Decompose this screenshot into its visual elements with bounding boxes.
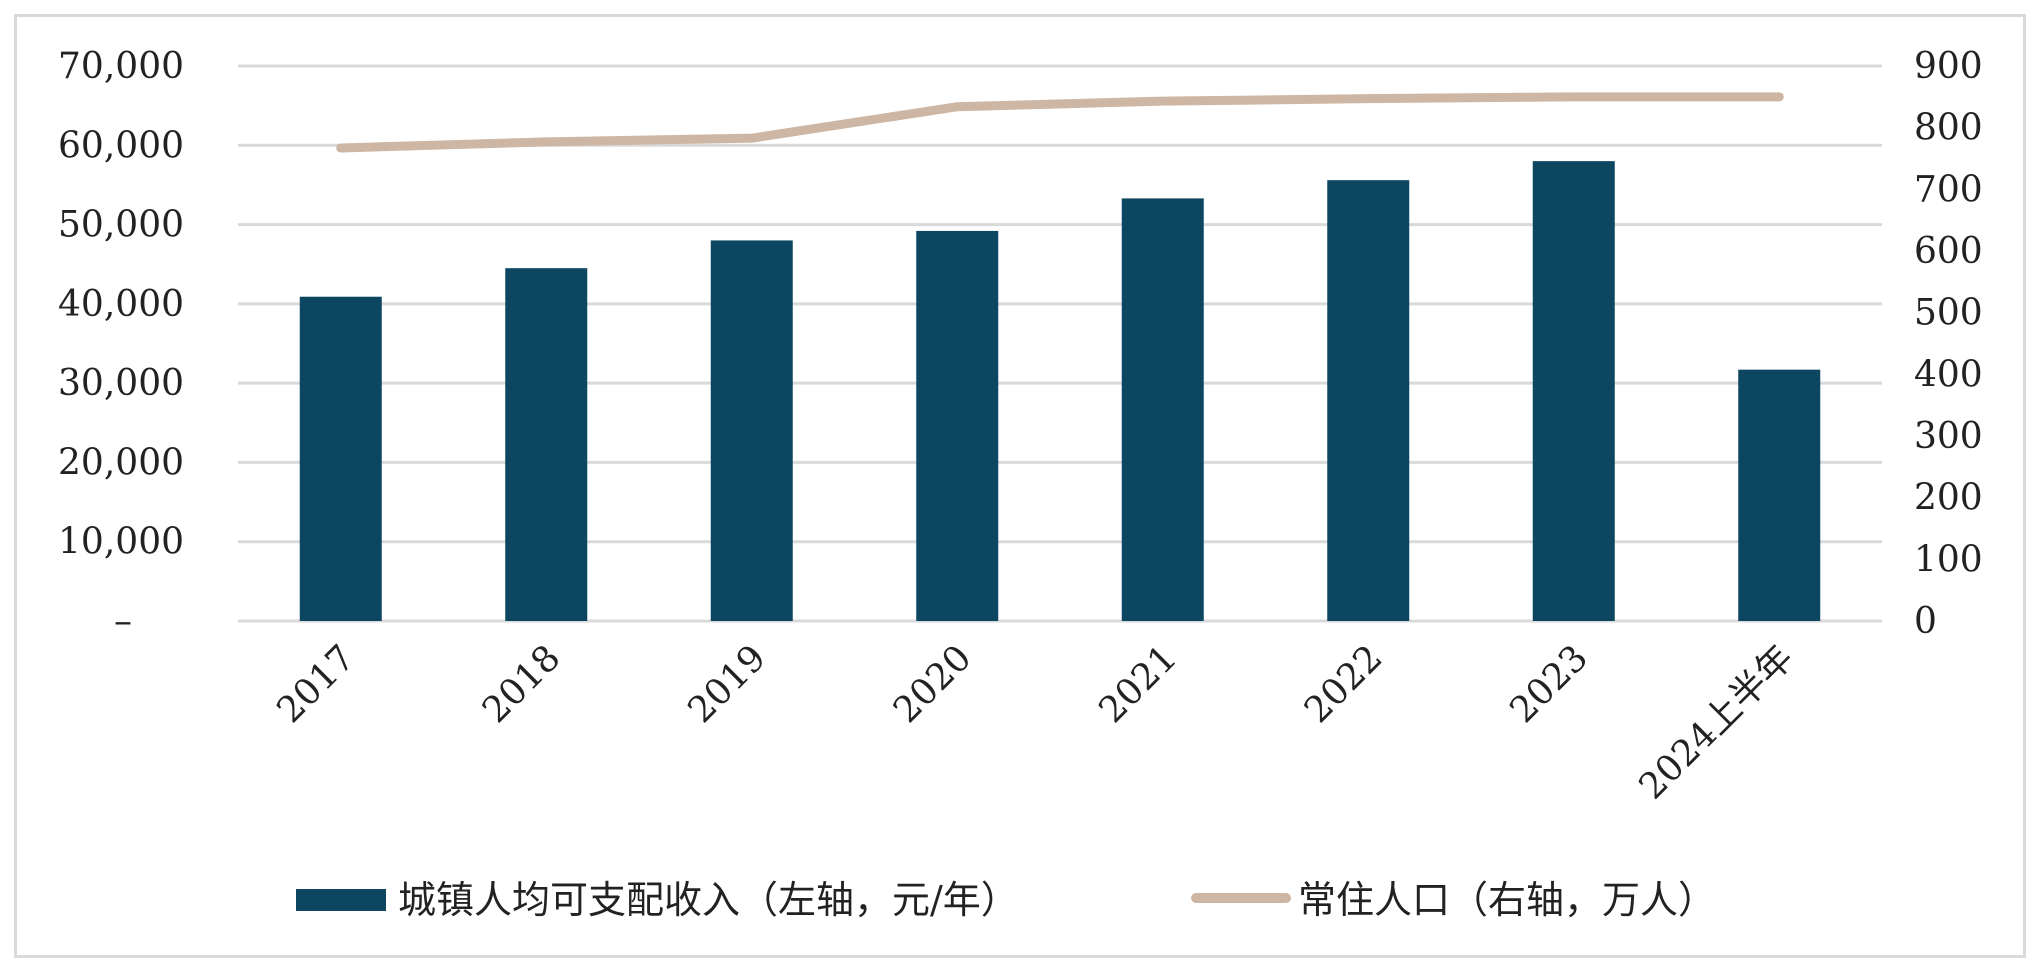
bar <box>299 296 382 621</box>
gridlines <box>238 64 1882 623</box>
category-label: 2021 <box>1091 637 1185 731</box>
right-tick-label: 700 <box>1914 169 1983 210</box>
left-tick-label: – <box>114 601 132 642</box>
bar <box>916 230 999 621</box>
category-label: 2023 <box>1502 637 1596 731</box>
line-path <box>336 92 1784 153</box>
right-tick-label: 600 <box>1914 231 1983 272</box>
left-axis-ticks: – 10,000 20,000 30,000 40,000 50,000 60,000 70,… <box>58 46 184 642</box>
legend: 城镇人均可支配收入（左轴，元/年） 常住人口（右轴，万人） <box>296 878 1716 922</box>
right-tick-label: 300 <box>1914 416 1983 457</box>
right-tick-label: 500 <box>1914 293 1983 334</box>
left-tick-label: 50,000 <box>58 205 184 246</box>
right-axis-ticks: 0 100 200 300 400 500 600 700 800 900 <box>1914 46 1983 642</box>
bar <box>1738 369 1821 621</box>
bar-series <box>299 161 1821 621</box>
category-label: 2022 <box>1297 637 1391 731</box>
right-tick-label: 100 <box>1914 539 1983 580</box>
left-tick-label: 60,000 <box>58 125 184 166</box>
right-tick-label: 800 <box>1914 108 1983 149</box>
category-label: 2020 <box>886 637 980 731</box>
legend-bar-label: 城镇人均可支配收入（左轴，元/年） <box>398 878 1019 922</box>
bar <box>710 240 793 621</box>
bar <box>1327 180 1410 621</box>
category-label: 2019 <box>680 637 774 731</box>
left-tick-label: 10,000 <box>58 522 184 563</box>
left-tick-label: 70,000 <box>58 46 184 87</box>
right-tick-label: 200 <box>1914 478 1983 519</box>
left-tick-label: 30,000 <box>58 363 184 404</box>
bar <box>1532 161 1615 621</box>
right-tick-label: 900 <box>1914 46 1983 87</box>
right-tick-label: 0 <box>1914 601 1937 642</box>
category-label: 2017 <box>269 637 363 731</box>
category-label: 2018 <box>475 637 569 731</box>
right-tick-label: 400 <box>1914 354 1983 395</box>
category-axis-labels: 2017 2018 2019 2020 2021 2022 2023 2024上半年 <box>269 637 1801 807</box>
legend-line-label: 常住人口（右轴，万人） <box>1298 878 1716 922</box>
left-tick-label: 20,000 <box>58 442 184 483</box>
line-series <box>336 92 1784 153</box>
bar <box>1121 198 1204 621</box>
category-label: 2024上半年 <box>1631 637 1801 807</box>
left-tick-label: 40,000 <box>58 284 184 325</box>
bar <box>505 268 588 621</box>
legend-bar-swatch <box>296 889 386 911</box>
